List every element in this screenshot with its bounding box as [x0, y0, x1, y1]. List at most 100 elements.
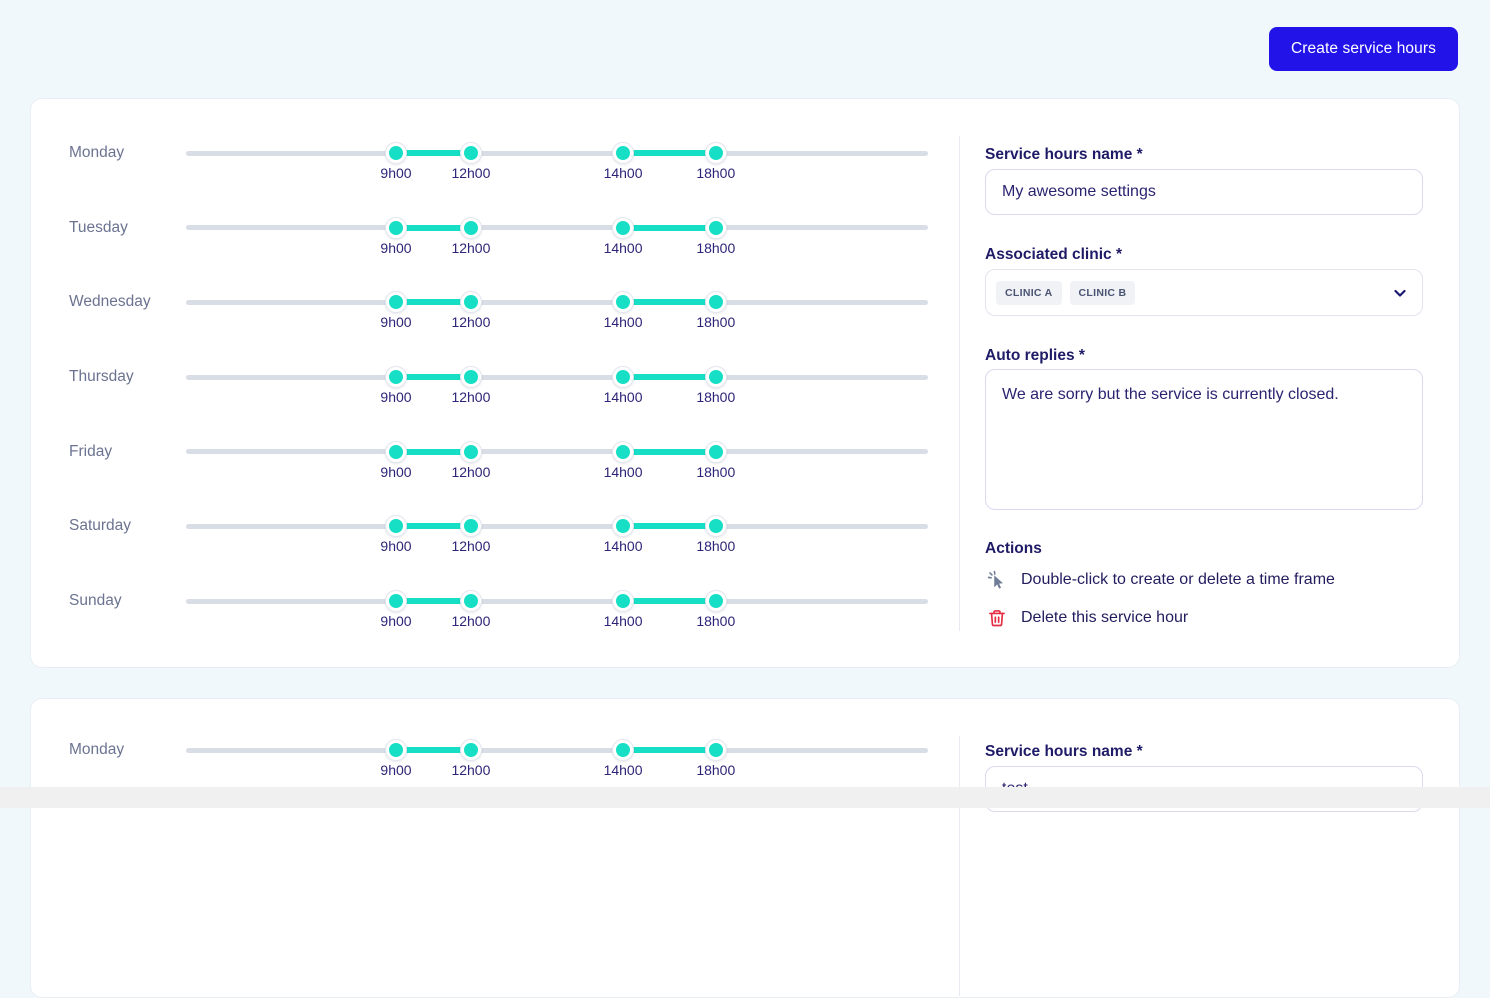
slider-handle[interactable]: [705, 739, 727, 761]
slider-handle-dot: [616, 146, 630, 160]
slider-handle-dot: [464, 146, 478, 160]
double-click-cursor-icon: [985, 568, 1009, 592]
slider-handle-dot: [389, 519, 403, 533]
slider-handle-dot: [389, 146, 403, 160]
slider-time-label: 18h00: [684, 762, 748, 778]
slider-handle[interactable]: [612, 590, 634, 612]
slider-handle-dot: [464, 743, 478, 757]
day-label: Saturday: [69, 515, 131, 537]
associated-clinic-select[interactable]: CLINIC A CLINIC B: [985, 269, 1423, 316]
slider-handle[interactable]: [705, 515, 727, 537]
slider-time-label: 12h00: [439, 762, 503, 778]
slider-handle[interactable]: [385, 515, 407, 537]
slider-handle[interactable]: [385, 739, 407, 761]
slider-track: [186, 225, 928, 230]
slider-active-range: [623, 299, 716, 305]
slider-handle[interactable]: [460, 366, 482, 388]
slider-handle[interactable]: [612, 441, 634, 463]
slider-active-range: [623, 747, 716, 753]
slider-handle-dot: [709, 445, 723, 459]
slider-time-label: 12h00: [439, 613, 503, 629]
slider-handle-dot: [389, 370, 403, 384]
slider-track: [186, 300, 928, 305]
slider-handle[interactable]: [385, 217, 407, 239]
slider-handle[interactable]: [705, 441, 727, 463]
slider-handle[interactable]: [385, 366, 407, 388]
slider-handle-dot: [616, 743, 630, 757]
slider-active-range: [623, 449, 716, 455]
trash-icon[interactable]: [985, 606, 1009, 630]
auto-replies-textarea[interactable]: We are sorry but the service is currentl…: [985, 369, 1423, 510]
slider-handle[interactable]: [612, 739, 634, 761]
clinic-tag-b[interactable]: CLINIC B: [1070, 281, 1136, 305]
service-hours-name-label: Service hours name *: [985, 145, 1143, 165]
slider-handle-dot: [709, 370, 723, 384]
clinic-tag-a[interactable]: CLINIC A: [996, 281, 1062, 305]
action-double-click: Double-click to create or delete a time …: [985, 565, 1335, 595]
slider-handle[interactable]: [612, 217, 634, 239]
slider-handle-dot: [464, 594, 478, 608]
slider-handle[interactable]: [460, 291, 482, 313]
slider-handle[interactable]: [705, 142, 727, 164]
slider-time-label: 18h00: [684, 165, 748, 181]
action-double-click-text: Double-click to create or delete a time …: [1021, 571, 1335, 589]
slider-handle[interactable]: [705, 291, 727, 313]
slider-handle-dot: [709, 221, 723, 235]
slider-handle-dot: [709, 519, 723, 533]
action-delete-service-hour[interactable]: Delete this service hour: [985, 603, 1188, 633]
slider-handle[interactable]: [460, 441, 482, 463]
slider-handle[interactable]: [612, 291, 634, 313]
slider-time-label: 9h00: [364, 165, 428, 181]
slider-handle-dot: [464, 295, 478, 309]
service-hours-name-label: Service hours name *: [985, 742, 1143, 762]
slider-handle[interactable]: [385, 590, 407, 612]
chevron-down-icon: [1392, 285, 1408, 301]
slider-handle[interactable]: [385, 142, 407, 164]
slider-active-range: [623, 150, 716, 156]
slider-handle-dot: [709, 594, 723, 608]
slider-handle[interactable]: [460, 590, 482, 612]
slider-handle-dot: [616, 221, 630, 235]
slider-handle[interactable]: [705, 366, 727, 388]
slider-handle[interactable]: [705, 590, 727, 612]
slider-handle[interactable]: [385, 441, 407, 463]
bottom-edge-band: [0, 787, 1490, 808]
slider-time-label: 9h00: [364, 314, 428, 330]
service-hours-name-input[interactable]: [985, 169, 1423, 215]
vertical-divider: [959, 136, 960, 631]
slider-handle-dot: [616, 295, 630, 309]
slider-handle[interactable]: [385, 291, 407, 313]
slider-handle[interactable]: [612, 515, 634, 537]
vertical-divider: [959, 736, 960, 996]
slider-handle[interactable]: [705, 217, 727, 239]
actions-title: Actions: [985, 539, 1042, 559]
slider-handle[interactable]: [460, 739, 482, 761]
slider-time-label: 9h00: [364, 538, 428, 554]
slider-time-label: 14h00: [591, 240, 655, 256]
create-service-hours-button[interactable]: Create service hours: [1269, 27, 1458, 71]
slider-handle-dot: [616, 519, 630, 533]
slider-active-range: [623, 225, 716, 231]
slider-handle[interactable]: [612, 142, 634, 164]
slider-handle-dot: [464, 370, 478, 384]
slider-handle-dot: [464, 221, 478, 235]
day-label: Tuesday: [69, 217, 128, 239]
slider-handle[interactable]: [460, 515, 482, 537]
slider-handle[interactable]: [612, 366, 634, 388]
slider-time-label: 9h00: [364, 613, 428, 629]
slider-handle[interactable]: [460, 217, 482, 239]
slider-handle[interactable]: [460, 142, 482, 164]
